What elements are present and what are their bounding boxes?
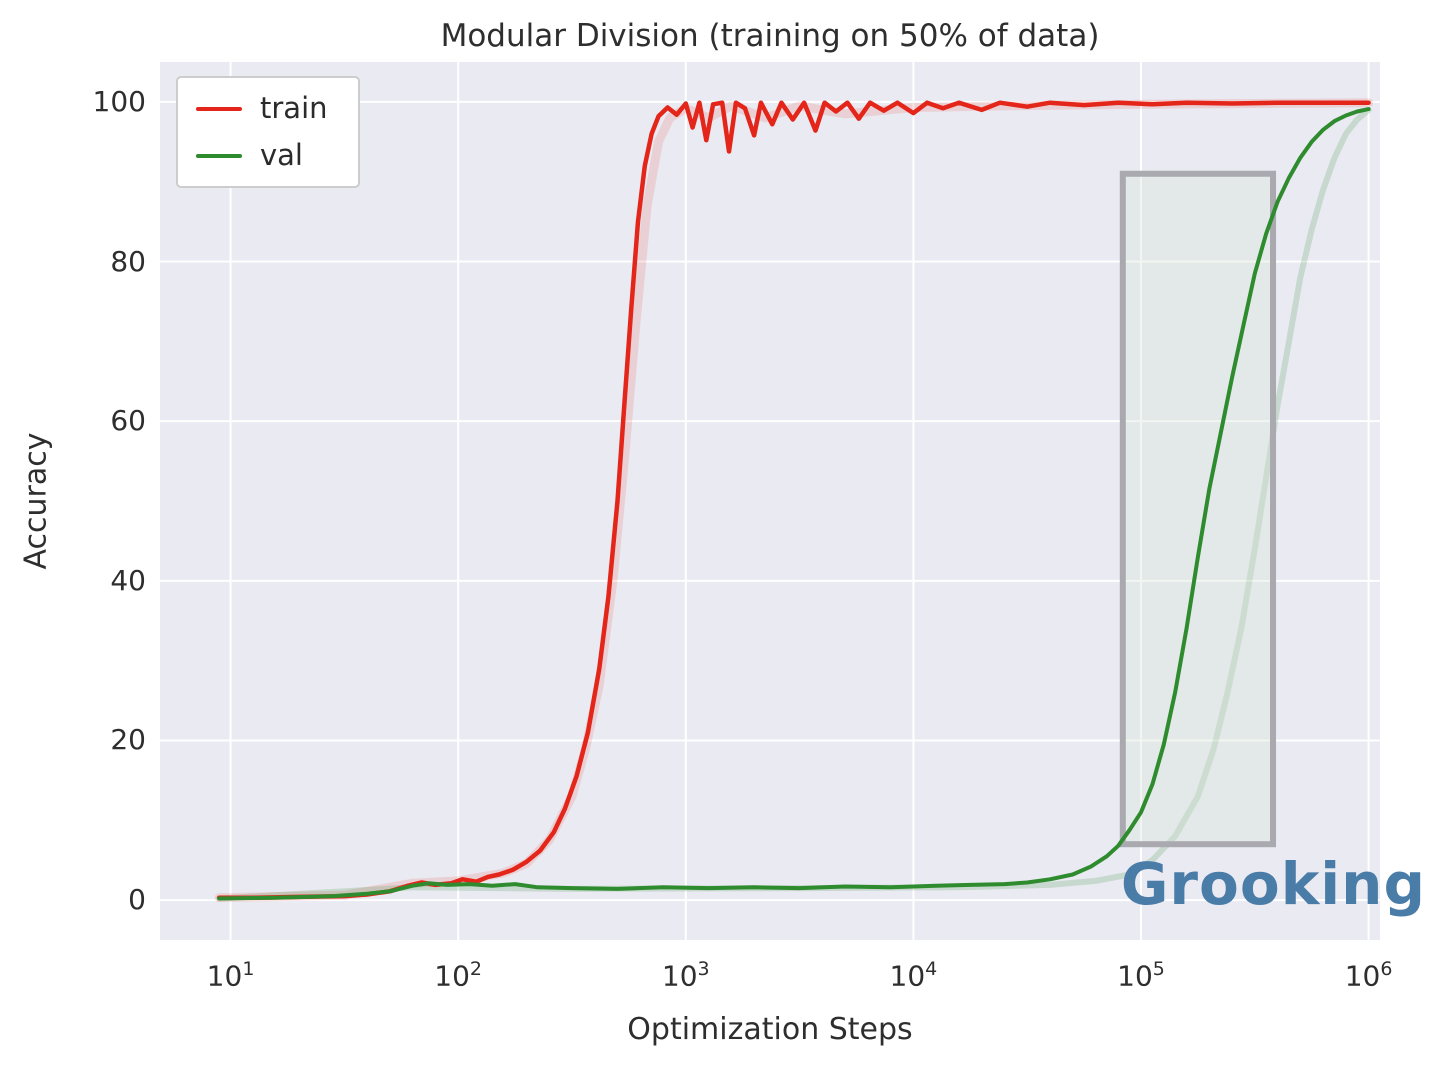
x-tick-label: 105 [1117, 958, 1165, 993]
y-tick-label: 40 [110, 563, 146, 597]
legend-item-train: train [196, 94, 328, 123]
x-tick-label: 103 [661, 958, 710, 993]
y-axis-label: Accuracy [18, 432, 54, 570]
train-line-swatch [196, 106, 242, 111]
legend: train val [176, 76, 360, 188]
axes-background [160, 62, 1380, 940]
legend-label-val: val [260, 138, 303, 172]
val-series-line [217, 107, 1371, 901]
y-tick-label: 80 [110, 244, 146, 278]
y-tick-label: 100 [92, 84, 146, 118]
x-axis-label: Optimization Steps [627, 1012, 913, 1047]
val-line-swatch [196, 153, 242, 158]
grokking-highlight-box [1119, 170, 1277, 848]
legend-label-train: train [260, 91, 328, 125]
val_band-series-line [216, 106, 1372, 902]
x-tick-label: 101 [206, 958, 255, 993]
y-tick-label: 60 [110, 404, 146, 438]
chart-title: Modular Division (training on 50% of dat… [440, 18, 1100, 54]
y-tick-label: 0 [128, 883, 146, 917]
x-tick-label: 102 [434, 958, 483, 993]
watermark-grooking: Grooking [1120, 850, 1426, 918]
legend-item-val: val [196, 141, 328, 170]
x-tick-label: 106 [1344, 958, 1393, 993]
train-series-line [216, 100, 1371, 900]
y-tick-label: 20 [110, 723, 146, 757]
x-tick-label: 104 [889, 958, 938, 993]
